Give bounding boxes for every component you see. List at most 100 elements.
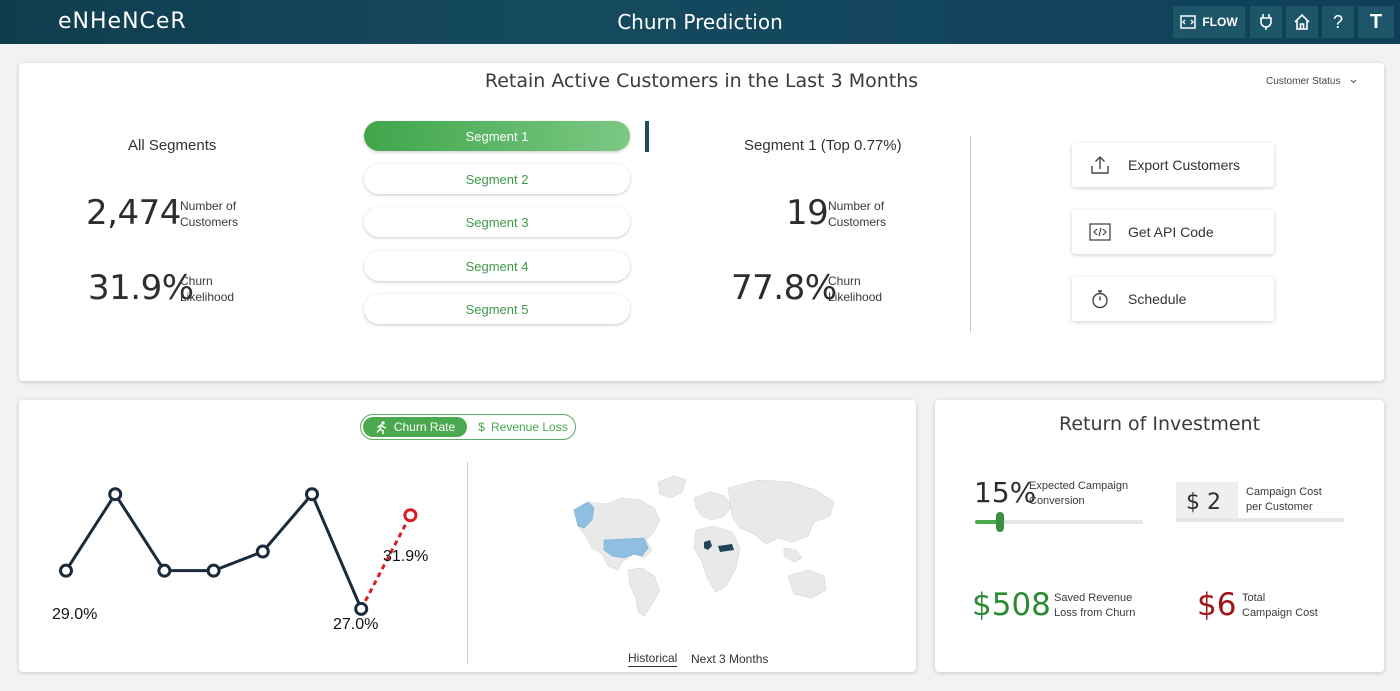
map-greenland[interactable] (657, 475, 687, 499)
trend-point-6[interactable] (305, 487, 319, 502)
running-person-icon (376, 420, 387, 434)
flow-label: FLOW (1202, 15, 1238, 29)
segments-card-title: Retain Active Customers in the Last 3 Mo… (484, 70, 919, 92)
campaign-cost-label-line1: Campaign Cost (1246, 486, 1322, 498)
last-point-label: 31.9% (383, 548, 429, 565)
segment-2-button[interactable]: Segment 2 (364, 164, 630, 194)
segment-1-button[interactable]: Segment 1 (364, 121, 630, 151)
segment-customers-label-line1: Number of (828, 199, 885, 213)
plugin-button[interactable] (1250, 6, 1282, 38)
segment-list-scrollbar[interactable] (645, 121, 649, 152)
total-campaign-cost-label: Total Campaign Cost (1242, 591, 1318, 621)
get-api-code-button[interactable]: Get API Code (1072, 210, 1274, 254)
segment-churn-label: Churn Likelihood (828, 273, 882, 305)
map-europe[interactable] (693, 491, 733, 521)
conversion-label-line1: Expected Campaign (1029, 480, 1129, 492)
trend-point-5[interactable] (255, 544, 270, 559)
trend-line-historical (64, 491, 363, 610)
conversion-slider-thumb[interactable] (996, 512, 1004, 532)
campaign-cost-label-line2: per Customer (1246, 501, 1313, 513)
trend-point-2[interactable] (108, 487, 123, 502)
get-api-code-label: Get API Code (1128, 224, 1214, 240)
home-button[interactable] (1286, 6, 1318, 38)
brand-logo: eNHeNCeR (58, 9, 187, 34)
map-south-america[interactable] (627, 567, 661, 617)
saved-revenue-label-line2: Loss from Churn (1054, 607, 1136, 619)
segment-churn-label-line1: Churn (828, 274, 861, 288)
roi-title: Return of Investment (1058, 413, 1261, 435)
map-asia[interactable] (727, 479, 835, 545)
campaign-cost-label: Campaign Cost per Customer (1246, 485, 1322, 515)
trend-point-3[interactable] (157, 563, 172, 578)
map-australia[interactable] (787, 569, 827, 599)
campaign-cost-input[interactable]: $ 2 (1176, 482, 1238, 522)
map-united-states[interactable] (603, 537, 649, 559)
segment-5-button[interactable]: Segment 5 (364, 294, 630, 324)
campaign-cost-underline (1176, 518, 1344, 522)
help-icon: ? (1332, 11, 1343, 32)
saved-revenue-label-line1: Saved Revenue (1054, 592, 1133, 604)
segment-customers-label-line2: Customers (828, 215, 887, 229)
metric-toggle: Churn Rate $ Revenue Loss (360, 414, 576, 440)
dollar-icon: $ (478, 420, 485, 434)
segment-churn-likelihood: 77.8% (731, 268, 837, 308)
chart-divider (467, 462, 468, 664)
total-campaign-cost-value: $6 (1197, 587, 1237, 623)
export-customers-label: Export Customers (1128, 157, 1241, 173)
segment-churn-label-line2: Likelihood (828, 290, 883, 304)
conversion-value: 15% (974, 476, 1037, 509)
trend-point-forecast[interactable] (403, 508, 418, 523)
total-campaign-cost-label-line2: Campaign Cost (1242, 607, 1318, 619)
segment-4-button[interactable]: Segment 4 (364, 251, 630, 281)
flow-button[interactable]: FLOW (1173, 6, 1245, 38)
schedule-label: Schedule (1128, 291, 1187, 307)
churn-line-chart (59, 487, 418, 616)
all-customers-label: Number of Customers (180, 198, 238, 230)
customer-status-label: Customer Status (1266, 76, 1341, 87)
conversion-label-line2: Conversion (1029, 495, 1085, 507)
churn-rate-label: Churn Rate (393, 420, 456, 434)
all-customers-label-line2: Customers (180, 215, 239, 229)
trend-point-4[interactable] (206, 563, 221, 578)
low-point-label: 27.0% (333, 616, 379, 633)
churn-rate-toggle[interactable]: Churn Rate (363, 417, 467, 437)
conversion-slider-fill (975, 520, 1000, 524)
next-3-months-tab[interactable]: Next 3 Months (691, 652, 769, 666)
saved-revenue-label: Saved Revenue Loss from Churn (1054, 591, 1135, 621)
schedule-button[interactable]: Schedule (1072, 277, 1274, 321)
map-southeast-asia[interactable] (783, 547, 803, 563)
segment-customers-count: 19 (786, 193, 829, 233)
first-point-label: 29.0% (52, 606, 98, 623)
code-icon (1089, 223, 1111, 241)
saved-revenue-value: $508 (972, 587, 1051, 623)
map-balkans[interactable] (704, 540, 712, 550)
map-alaska[interactable] (573, 501, 595, 529)
conversion-slider-track[interactable] (975, 512, 1143, 532)
user-avatar[interactable]: T (1358, 6, 1394, 38)
customer-status-dropdown[interactable]: Customer Status (1266, 76, 1357, 87)
top-bar: eNHeNCeR Churn Prediction FLOW ? T (0, 0, 1400, 44)
historical-tab[interactable]: Historical (628, 651, 678, 667)
conversion-label: Expected Campaign Conversion (1029, 479, 1128, 509)
segment-3-button[interactable]: Segment 3 (364, 207, 630, 237)
map-turkey[interactable] (718, 544, 734, 552)
page-title: Churn Prediction (617, 10, 783, 34)
help-button[interactable]: ? (1322, 6, 1354, 38)
trend-point-1[interactable] (59, 563, 73, 578)
home-icon (1294, 13, 1310, 30)
chevron-down-icon (1351, 79, 1357, 84)
stopwatch-icon (1092, 290, 1108, 309)
export-customers-button[interactable]: Export Customers (1072, 143, 1274, 187)
upload-icon (1091, 156, 1109, 174)
trend-point-7[interactable] (354, 601, 369, 616)
world-map[interactable] (562, 458, 842, 618)
plug-icon (1260, 14, 1272, 30)
vertical-divider (970, 136, 971, 332)
all-churn-likelihood: 31.9% (88, 268, 194, 308)
revenue-loss-label: Revenue Loss (490, 420, 568, 434)
all-customers-count: 2,474 (86, 193, 181, 233)
map-africa[interactable] (693, 525, 741, 593)
all-churn-label-line1: Churn (180, 274, 213, 288)
revenue-loss-toggle[interactable]: $ Revenue Loss (471, 417, 575, 437)
all-churn-label: Churn Likelihood (180, 273, 234, 305)
